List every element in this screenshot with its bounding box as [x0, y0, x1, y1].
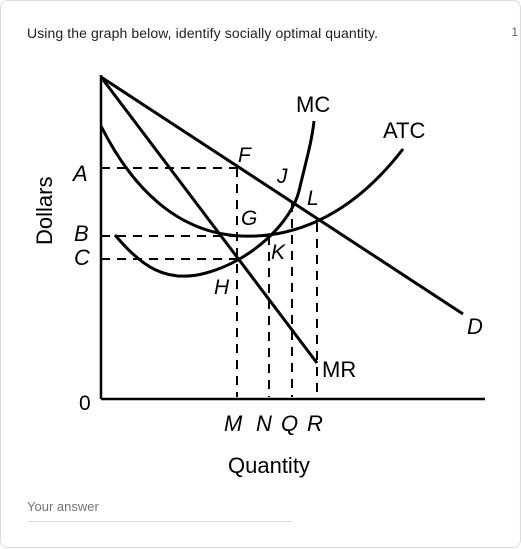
- point-label-g: G: [241, 207, 257, 230]
- guide-lines: [101, 167, 318, 397]
- quantity-label-n: N: [256, 411, 272, 436]
- mc-curve: [113, 120, 316, 278]
- mr-curve: [99, 76, 319, 364]
- mc-label: MC: [296, 92, 330, 117]
- atc-curve: [99, 125, 405, 238]
- point-label-h: H: [214, 276, 230, 299]
- quantity-label-r: R: [307, 411, 323, 436]
- atc-label: ATC: [383, 118, 425, 143]
- point-label-k: K: [271, 241, 286, 264]
- answer-input[interactable]: Your answer: [27, 499, 293, 522]
- point-label-f: F: [238, 144, 252, 167]
- demand-curve: [100, 75, 464, 316]
- price-label-a: A: [71, 161, 88, 186]
- quantity-label-q: Q: [281, 411, 298, 436]
- demand-label: D: [467, 314, 483, 339]
- price-label-c: C: [74, 245, 90, 270]
- origin-label: 0: [79, 392, 91, 415]
- x-axis-title: Quantity: [228, 453, 310, 478]
- question-text: Using the graph below, identify socially…: [27, 25, 379, 41]
- question-points: 1: [511, 25, 518, 39]
- price-label-b: B: [74, 221, 89, 246]
- mr-label: MR: [322, 357, 356, 382]
- y-axis-title: Dollars: [32, 177, 57, 245]
- point-label-j: J: [276, 165, 288, 188]
- point-label-l: L: [307, 187, 319, 210]
- quantity-label-m: M: [224, 411, 243, 436]
